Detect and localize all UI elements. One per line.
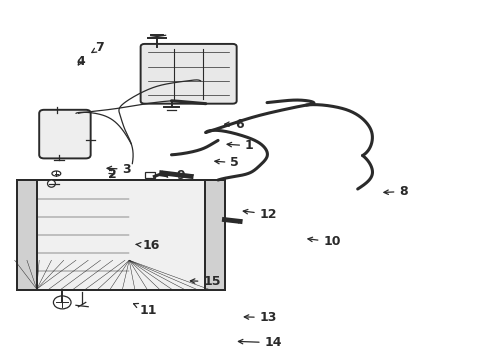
Bar — [17, 180, 37, 290]
Bar — [17, 180, 225, 290]
Bar — [145, 172, 155, 178]
FancyBboxPatch shape — [39, 110, 91, 158]
Bar — [205, 180, 225, 290]
Bar — [205, 180, 225, 290]
Text: 16: 16 — [136, 239, 159, 252]
Text: 6: 6 — [225, 118, 244, 131]
Text: 12: 12 — [243, 208, 277, 221]
Text: 1: 1 — [227, 139, 254, 152]
Text: 9: 9 — [164, 169, 185, 182]
Text: 8: 8 — [384, 185, 408, 198]
Text: 10: 10 — [308, 235, 341, 248]
Text: 15: 15 — [191, 275, 221, 288]
Text: 2: 2 — [108, 168, 117, 181]
Ellipse shape — [52, 171, 61, 176]
Ellipse shape — [48, 180, 55, 187]
Text: 3: 3 — [107, 163, 131, 176]
Text: 14: 14 — [239, 336, 282, 349]
Text: 11: 11 — [133, 303, 157, 317]
Text: 7: 7 — [92, 41, 104, 54]
Text: 13: 13 — [245, 311, 277, 324]
Text: 5: 5 — [215, 156, 239, 169]
Text: 4: 4 — [76, 55, 85, 68]
Bar — [17, 180, 225, 290]
FancyBboxPatch shape — [141, 44, 237, 104]
Bar — [17, 180, 37, 290]
